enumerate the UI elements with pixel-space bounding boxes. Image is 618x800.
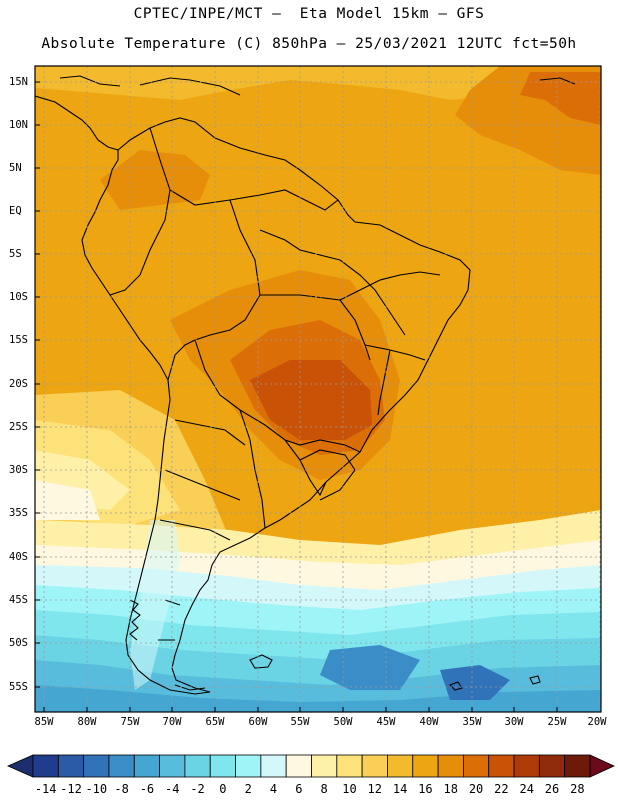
colorbar-label: 28 xyxy=(570,782,585,796)
colorbar-label: 16 xyxy=(418,782,433,796)
lon-label-25w: 25W xyxy=(547,716,567,728)
colorbar-swatch xyxy=(387,754,414,778)
map-frame xyxy=(34,65,602,713)
title-line-2: Absolute Temperature (C) 850hPa – 25/03/… xyxy=(41,36,577,52)
lon-label-85w: 85W xyxy=(34,716,54,728)
colorbar-under-arrow xyxy=(7,754,34,778)
lon-label-30w: 30W xyxy=(504,716,524,728)
tick-marks xyxy=(35,81,558,712)
colorbar-swatch xyxy=(513,754,540,778)
colorbar-swatch xyxy=(108,754,135,778)
colorbar-label: -14 xyxy=(34,782,57,796)
colorbar-swatch xyxy=(488,754,515,778)
colorbar-label: 4 xyxy=(269,782,278,796)
lat-label-55s: 55S xyxy=(9,681,28,693)
lat-label-eq: EQ xyxy=(9,205,22,217)
colorbar-swatch xyxy=(209,754,236,778)
colorbar-label: -4 xyxy=(165,782,180,796)
lat-label-40s: 40S xyxy=(9,551,28,563)
colorbar-swatch xyxy=(159,754,186,778)
graticule xyxy=(35,66,601,712)
lat-label-20s: 20S xyxy=(9,378,28,390)
lat-label-15n: 15N xyxy=(9,76,28,88)
colorbar-label: 6 xyxy=(295,782,303,796)
lon-label-65w: 65W xyxy=(205,716,225,728)
lat-label-5n: 5N xyxy=(9,162,22,174)
colorbar-swatch xyxy=(412,754,439,778)
colorbar-swatch xyxy=(32,754,59,778)
colorbar-swatch xyxy=(538,754,566,778)
colorbar-swatch xyxy=(437,754,464,778)
colorbar xyxy=(7,754,615,778)
colorbar-label: 8 xyxy=(320,782,328,796)
colorbar-swatch xyxy=(361,754,388,778)
colorbar-label: 18 xyxy=(443,782,458,796)
lon-label-50w: 50W xyxy=(333,716,353,728)
colorbar-label: 0 xyxy=(219,782,227,796)
colorbar-label: -2 xyxy=(190,782,205,796)
colorbar-swatch xyxy=(57,754,85,778)
lat-label-50s: 50S xyxy=(9,637,28,649)
colorbar-swatch xyxy=(235,754,262,778)
colorbar-swatch xyxy=(83,754,110,778)
lon-label-80w: 80W xyxy=(77,716,97,728)
lon-label-20w: 20W xyxy=(587,716,607,728)
lat-label-35s: 35S xyxy=(9,507,28,519)
lat-label-5s: 5S xyxy=(9,248,22,260)
lat-label-10s: 10S xyxy=(9,291,28,303)
colorbar-label: 24 xyxy=(519,782,534,796)
temperature-field xyxy=(35,66,601,712)
lon-label-40w: 40W xyxy=(419,716,439,728)
lat-label-15s: 15S xyxy=(9,334,28,346)
lon-label-70w: 70W xyxy=(162,716,182,728)
lon-label-55w: 55W xyxy=(290,716,310,728)
title-line-1: CPTEC/INPE/MCT – Eta Model 15km – GFS xyxy=(133,6,485,22)
colorbar-label: -12 xyxy=(60,782,82,796)
lat-label-10n: 10N xyxy=(9,119,28,131)
lat-label-45s: 45S xyxy=(9,594,28,606)
colorbar-swatch xyxy=(463,754,490,778)
lon-label-35w: 35W xyxy=(462,716,482,728)
coastlines xyxy=(35,75,576,695)
colorbar-label: -6 xyxy=(139,782,155,796)
lon-label-45w: 45W xyxy=(376,716,396,728)
colorbar-label: 10 xyxy=(342,782,357,796)
lon-label-60w: 60W xyxy=(248,716,268,728)
lat-label-30s: 30S xyxy=(9,464,28,476)
colorbar-swatch xyxy=(133,754,160,778)
colorbar-label: 22 xyxy=(494,782,509,796)
colorbar-over-arrow xyxy=(589,754,615,778)
lon-label-75w: 75W xyxy=(120,716,140,728)
colorbar-swatch xyxy=(184,754,211,778)
colorbar-swatch xyxy=(564,754,591,778)
colorbar-label: 20 xyxy=(468,782,484,796)
colorbar-label: -8 xyxy=(114,782,129,796)
colorbar-swatch xyxy=(285,754,312,778)
lat-label-25s: 25S xyxy=(9,421,28,433)
colorbar-swatch xyxy=(260,754,287,778)
colorbar-label: -10 xyxy=(85,782,108,796)
colorbar-swatch xyxy=(336,754,363,778)
colorbar-label: 26 xyxy=(544,782,560,796)
colorbar-label: 14 xyxy=(392,782,408,796)
colorbar-label: 12 xyxy=(367,782,382,796)
colorbar-label: 2 xyxy=(244,782,252,796)
colorbar-swatch xyxy=(311,754,338,778)
